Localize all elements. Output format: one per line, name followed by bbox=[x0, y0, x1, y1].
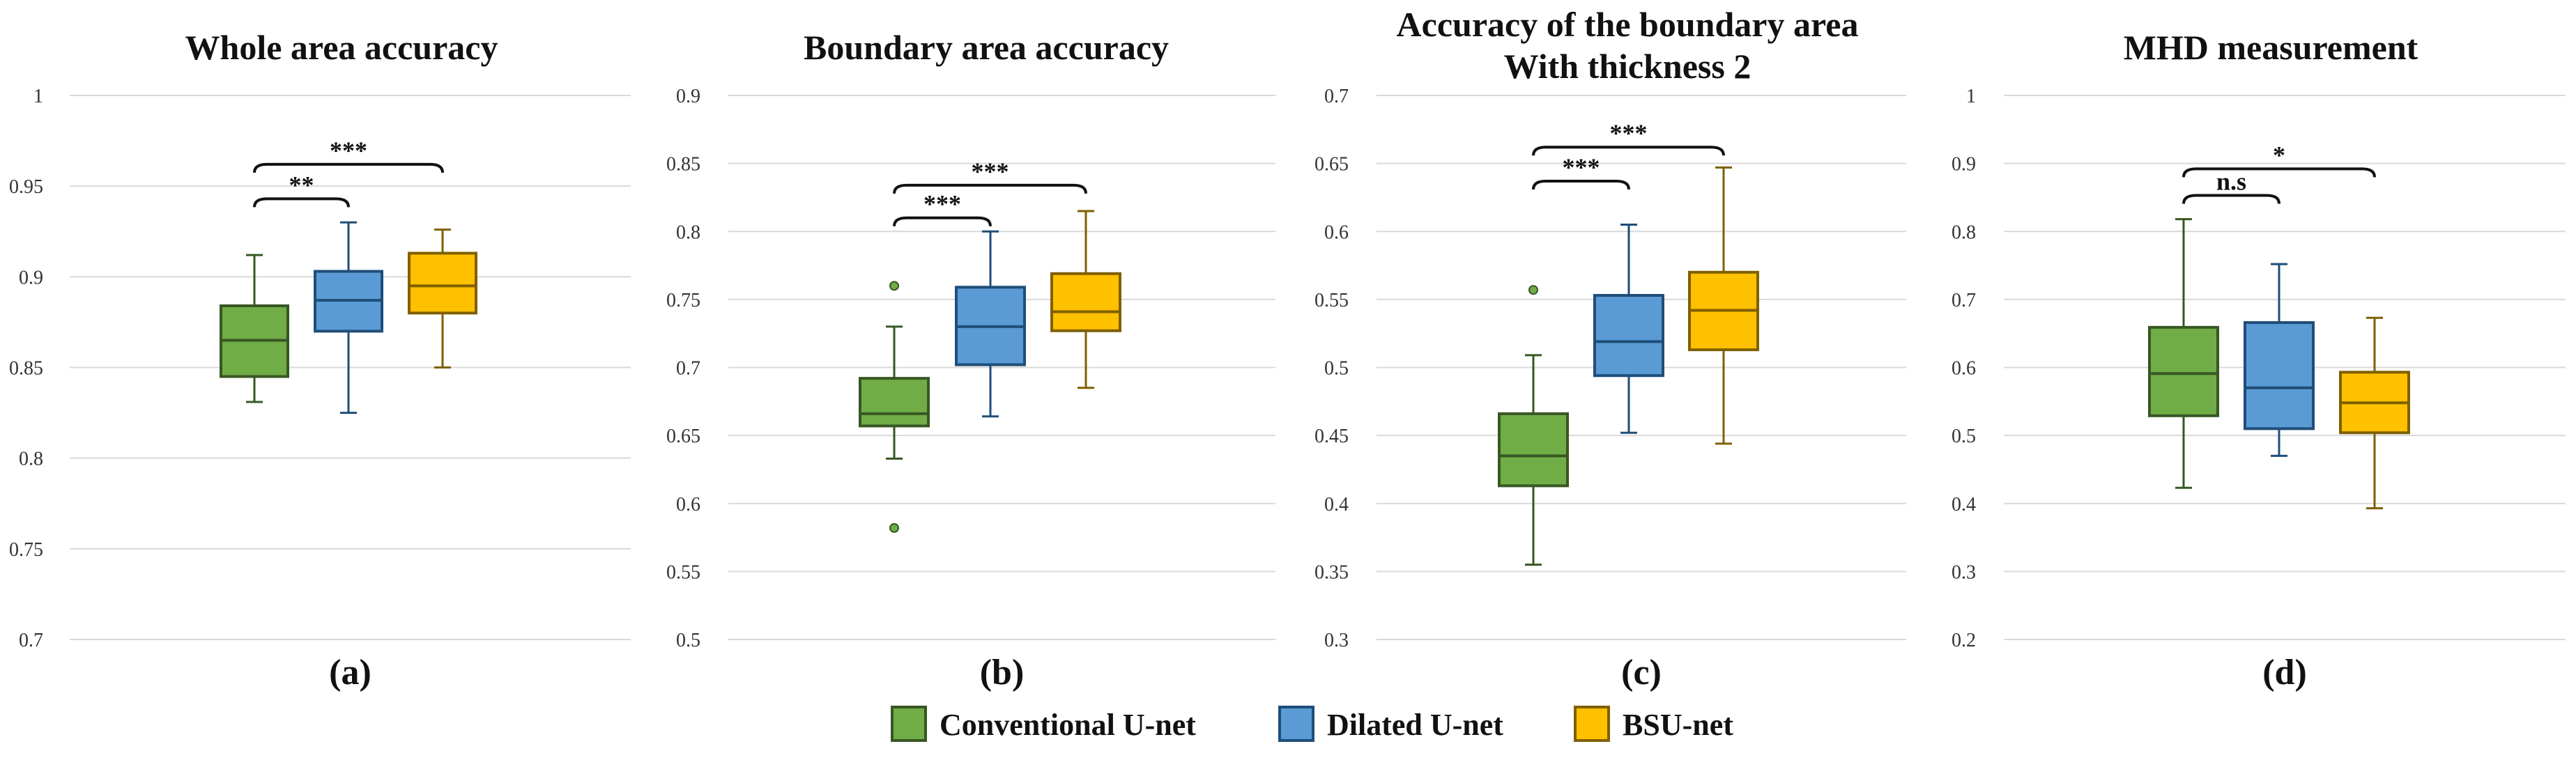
legend-label: Dilated U-net bbox=[1327, 708, 1503, 742]
y-tick-label: 0.7 bbox=[1952, 290, 1976, 311]
y-tick-label: 0.8 bbox=[19, 449, 43, 470]
panel-label: (b) bbox=[980, 653, 1025, 692]
y-tick-label: 0.65 bbox=[666, 426, 700, 447]
significance-bracket bbox=[893, 183, 1087, 194]
outlier-point bbox=[889, 522, 899, 533]
box-1 bbox=[2148, 218, 2219, 489]
y-tick-label: 0.7 bbox=[1324, 86, 1349, 107]
y-tick-label: 0.35 bbox=[1314, 561, 1349, 583]
legend-item: Conventional U-net bbox=[891, 706, 1196, 742]
panel-title: Boundary area accuracy bbox=[804, 28, 1169, 67]
outlier-point bbox=[1528, 285, 1538, 295]
iqr-box bbox=[1050, 272, 1121, 332]
y-tick-label: 0.75 bbox=[9, 539, 43, 561]
significance-label: ** bbox=[289, 171, 314, 199]
significance-label: * bbox=[2273, 141, 2285, 169]
panels: Whole area accuracy 0.7 0.75 0.8 0.85 0.9 0.95… bbox=[9, 5, 2566, 692]
y-tick-label: 0.85 bbox=[9, 358, 43, 380]
significance-bracket bbox=[893, 216, 992, 226]
y-tick-label: 0.5 bbox=[676, 630, 700, 651]
panel-4: MHD measurement 0.2 0.3 0.4 0.5 0.6 0.7 0.8 0.9 1… bbox=[1952, 28, 2566, 692]
panel-label: (a) bbox=[329, 653, 371, 692]
significance-bracket bbox=[1532, 180, 1630, 190]
box-1 bbox=[1498, 285, 1569, 566]
legend-label: Conventional U-net bbox=[940, 708, 1196, 742]
outlier-point bbox=[889, 281, 899, 291]
y-tick-label: 0.3 bbox=[1952, 561, 1976, 583]
significance-label: *** bbox=[1610, 119, 1648, 147]
y-tick-label: 0.65 bbox=[1314, 154, 1349, 176]
panel-title: Accuracy of the boundary area bbox=[1397, 5, 1859, 44]
y-tick-label: 1 bbox=[33, 86, 43, 107]
panel-label: (c) bbox=[1621, 653, 1662, 692]
panel-title: Whole area accuracy bbox=[185, 28, 498, 67]
significance-label: *** bbox=[330, 137, 367, 164]
y-tick-label: 0.4 bbox=[1952, 494, 1976, 515]
significance-label: *** bbox=[1563, 153, 1600, 181]
legend-swatch bbox=[1278, 706, 1314, 742]
iqr-box bbox=[408, 251, 477, 315]
box-3 bbox=[2339, 316, 2410, 510]
y-tick-label: 0.3 bbox=[1324, 630, 1349, 651]
iqr-box bbox=[2244, 321, 2315, 431]
significance-label: *** bbox=[923, 190, 961, 218]
box-2 bbox=[2244, 263, 2315, 457]
significance-bracket bbox=[2182, 194, 2280, 204]
y-tick-label: 0.75 bbox=[666, 290, 700, 311]
y-tick-label: 0.55 bbox=[666, 561, 700, 583]
iqr-box bbox=[859, 377, 930, 428]
legend-swatch bbox=[891, 706, 927, 742]
y-tick-label: 1 bbox=[1966, 86, 1976, 107]
box-2 bbox=[1593, 223, 1664, 434]
significance-label: n.s bbox=[2216, 168, 2246, 196]
y-tick-label: 0.8 bbox=[676, 222, 700, 243]
y-tick-label: 0.8 bbox=[1952, 222, 1976, 243]
significance-bracket bbox=[253, 162, 444, 173]
y-tick-label: 0.55 bbox=[1314, 290, 1349, 311]
panel-2: Boundary area accuracy 0.5 0.55 0.6 0.65 0.7 0… bbox=[666, 28, 1275, 692]
y-tick-label: 0.9 bbox=[1952, 154, 1976, 176]
legend: Conventional U-net Dilated U-net BSU-net bbox=[891, 706, 1733, 742]
iqr-box bbox=[1498, 412, 1569, 488]
y-tick-label: 0.9 bbox=[676, 86, 700, 107]
significance-bracket bbox=[2182, 167, 2376, 178]
legend-label: BSU-net bbox=[1623, 708, 1733, 742]
box-2 bbox=[955, 230, 1026, 418]
y-tick-label: 0.6 bbox=[676, 494, 700, 515]
box-2 bbox=[314, 221, 383, 414]
legend-swatch bbox=[1574, 706, 1610, 742]
box-3 bbox=[1050, 210, 1121, 389]
box-1 bbox=[220, 254, 289, 403]
y-tick-label: 0.7 bbox=[676, 358, 700, 380]
y-tick-label: 0.7 bbox=[19, 630, 43, 651]
y-tick-label: 0.9 bbox=[19, 267, 43, 288]
box-3 bbox=[408, 228, 477, 369]
iqr-box bbox=[2148, 325, 2219, 417]
box-3 bbox=[1688, 166, 1759, 445]
y-tick-label: 0.95 bbox=[9, 176, 43, 198]
significance-bracket bbox=[1532, 146, 1725, 156]
y-tick-label: 0.4 bbox=[1324, 494, 1349, 515]
significance-label: *** bbox=[972, 157, 1009, 185]
y-tick-label: 0.6 bbox=[1952, 358, 1976, 380]
legend-item: BSU-net bbox=[1574, 706, 1733, 742]
panel-1: Whole area accuracy 0.7 0.75 0.8 0.85 0.9 0.95… bbox=[9, 28, 631, 692]
legend-item: Dilated U-net bbox=[1278, 706, 1503, 742]
y-tick-label: 0.45 bbox=[1314, 426, 1349, 447]
panel-label: (d) bbox=[2262, 653, 2307, 692]
y-tick-label: 0.6 bbox=[1324, 222, 1349, 243]
panel-title: With thickness 2 bbox=[1504, 47, 1751, 86]
significance-bracket bbox=[253, 197, 350, 208]
y-tick-label: 0.2 bbox=[1952, 630, 1976, 651]
panel-title: MHD measurement bbox=[2124, 28, 2418, 67]
iqr-box bbox=[1593, 294, 1664, 378]
y-tick-label: 0.5 bbox=[1324, 358, 1349, 380]
y-tick-label: 0.85 bbox=[666, 154, 700, 176]
box-1 bbox=[859, 281, 930, 533]
y-tick-label: 0.5 bbox=[1952, 426, 1976, 447]
